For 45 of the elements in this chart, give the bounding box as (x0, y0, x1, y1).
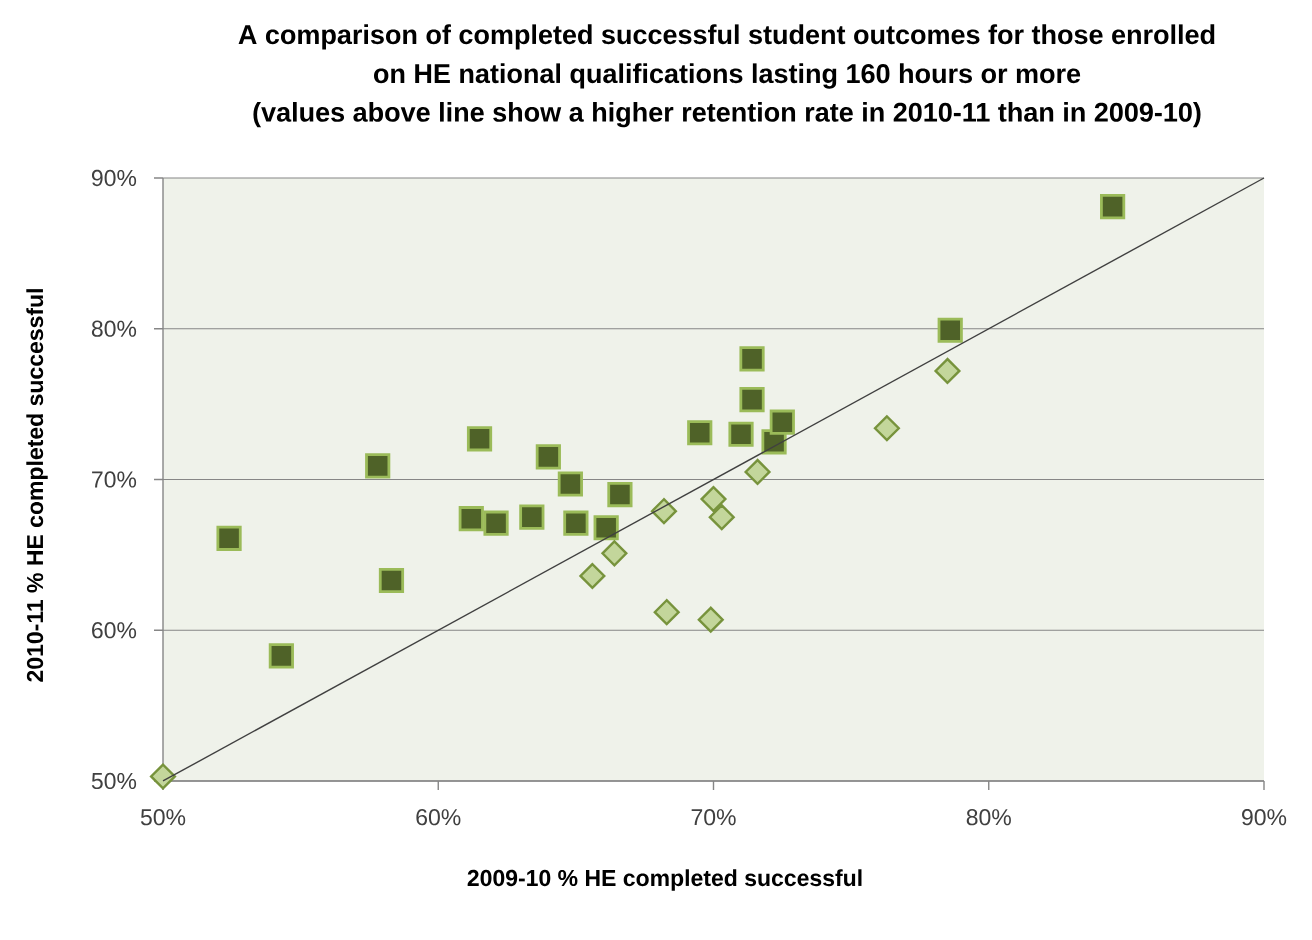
point (601, 540, 628, 567)
x-tick-label: 50% (140, 809, 186, 826)
point (216, 525, 242, 551)
point (607, 481, 633, 508)
point (739, 386, 765, 413)
point (744, 458, 771, 486)
point (739, 346, 765, 372)
point (519, 504, 545, 530)
point (458, 506, 484, 532)
x-axis-title: 2009-10 % HE completed successful (467, 869, 862, 891)
point (697, 606, 724, 633)
point (1100, 194, 1126, 220)
point (365, 453, 391, 479)
chart-subtitle: (values above line show a higher retention rate in 2010-11 than in 2009-10) (253, 102, 1201, 128)
point (687, 420, 713, 446)
x-tick-label: 60% (416, 809, 461, 826)
y-tick-label: 70% (92, 471, 137, 488)
chart-title: A comparison of completed successful student outcomes for those enrolled on HE national qualifications lasting 160 hours or more (238, 24, 1215, 89)
point (708, 504, 735, 531)
point (653, 599, 680, 626)
y-axis-title: 2010-11 % HE completed successful (26, 289, 48, 682)
point (650, 498, 678, 525)
point (700, 486, 727, 513)
y-tick-label: 60% (92, 622, 137, 639)
point (149, 763, 177, 790)
y-tick-label: 50% (91, 772, 137, 790)
point (728, 421, 754, 447)
x-tick-label: 80% (966, 809, 1011, 826)
point (579, 562, 606, 590)
point (593, 515, 619, 541)
y-tick-label: 80% (91, 320, 137, 337)
point (466, 426, 493, 452)
x-tick-label: 90% (1242, 809, 1287, 826)
point (378, 567, 405, 594)
point (268, 643, 294, 669)
point (769, 409, 795, 435)
y-tick-label: 90% (91, 169, 137, 187)
point (557, 471, 583, 497)
point (483, 510, 509, 536)
x-tick-label: 70% (691, 809, 736, 826)
point (873, 415, 900, 442)
point (937, 317, 963, 343)
point (535, 444, 561, 470)
point (934, 357, 961, 385)
point (563, 510, 589, 536)
